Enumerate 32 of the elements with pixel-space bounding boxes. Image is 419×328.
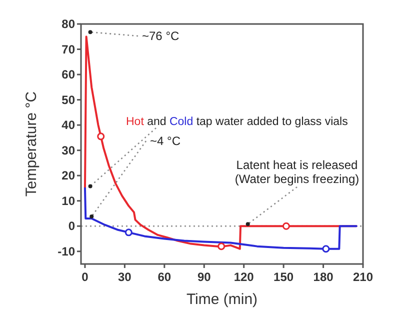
annotation: ~76 °C (142, 29, 180, 43)
point (218, 242, 226, 250)
y-tick-label: 10 (62, 194, 76, 208)
annotation: Latent heat is released (Water begins freezing) (234, 158, 360, 186)
text: Cold (169, 116, 194, 128)
x-tick-label: 60 (158, 270, 172, 284)
y-tick-label: -10 (58, 244, 76, 258)
x-tick-label: 180 (313, 270, 334, 284)
annotation: tap water added to glass vials (193, 116, 348, 128)
x-tick-label: 210 (352, 270, 374, 284)
y-tick-label: 0 (68, 219, 76, 234)
x-tick-label: 150 (274, 270, 294, 284)
point (282, 222, 290, 230)
x-tick-label: 120 (234, 270, 254, 284)
x-tick-label: 0 (82, 270, 89, 284)
annotation: ~4 °C (150, 134, 181, 148)
y-axis-title: Temperature °C (23, 91, 40, 197)
x-tick-label: 90 (197, 270, 212, 284)
point (124, 228, 132, 236)
y-tick-label: 20 (62, 168, 76, 183)
text: Hot (126, 116, 145, 128)
y-tick-label: 60 (62, 68, 76, 82)
y-tick-label: 80 (62, 17, 76, 31)
y-tick-label: 30 (62, 143, 76, 158)
y-tick-label: 70 (62, 42, 76, 56)
point (97, 132, 105, 140)
x-tick-label: 30 (118, 270, 132, 284)
x-axis-title: Time (min) (186, 291, 258, 308)
y-tick-label: 50 (62, 92, 76, 107)
y-tick-label: 40 (62, 118, 76, 132)
point (322, 245, 330, 253)
annotation: and (144, 116, 170, 128)
